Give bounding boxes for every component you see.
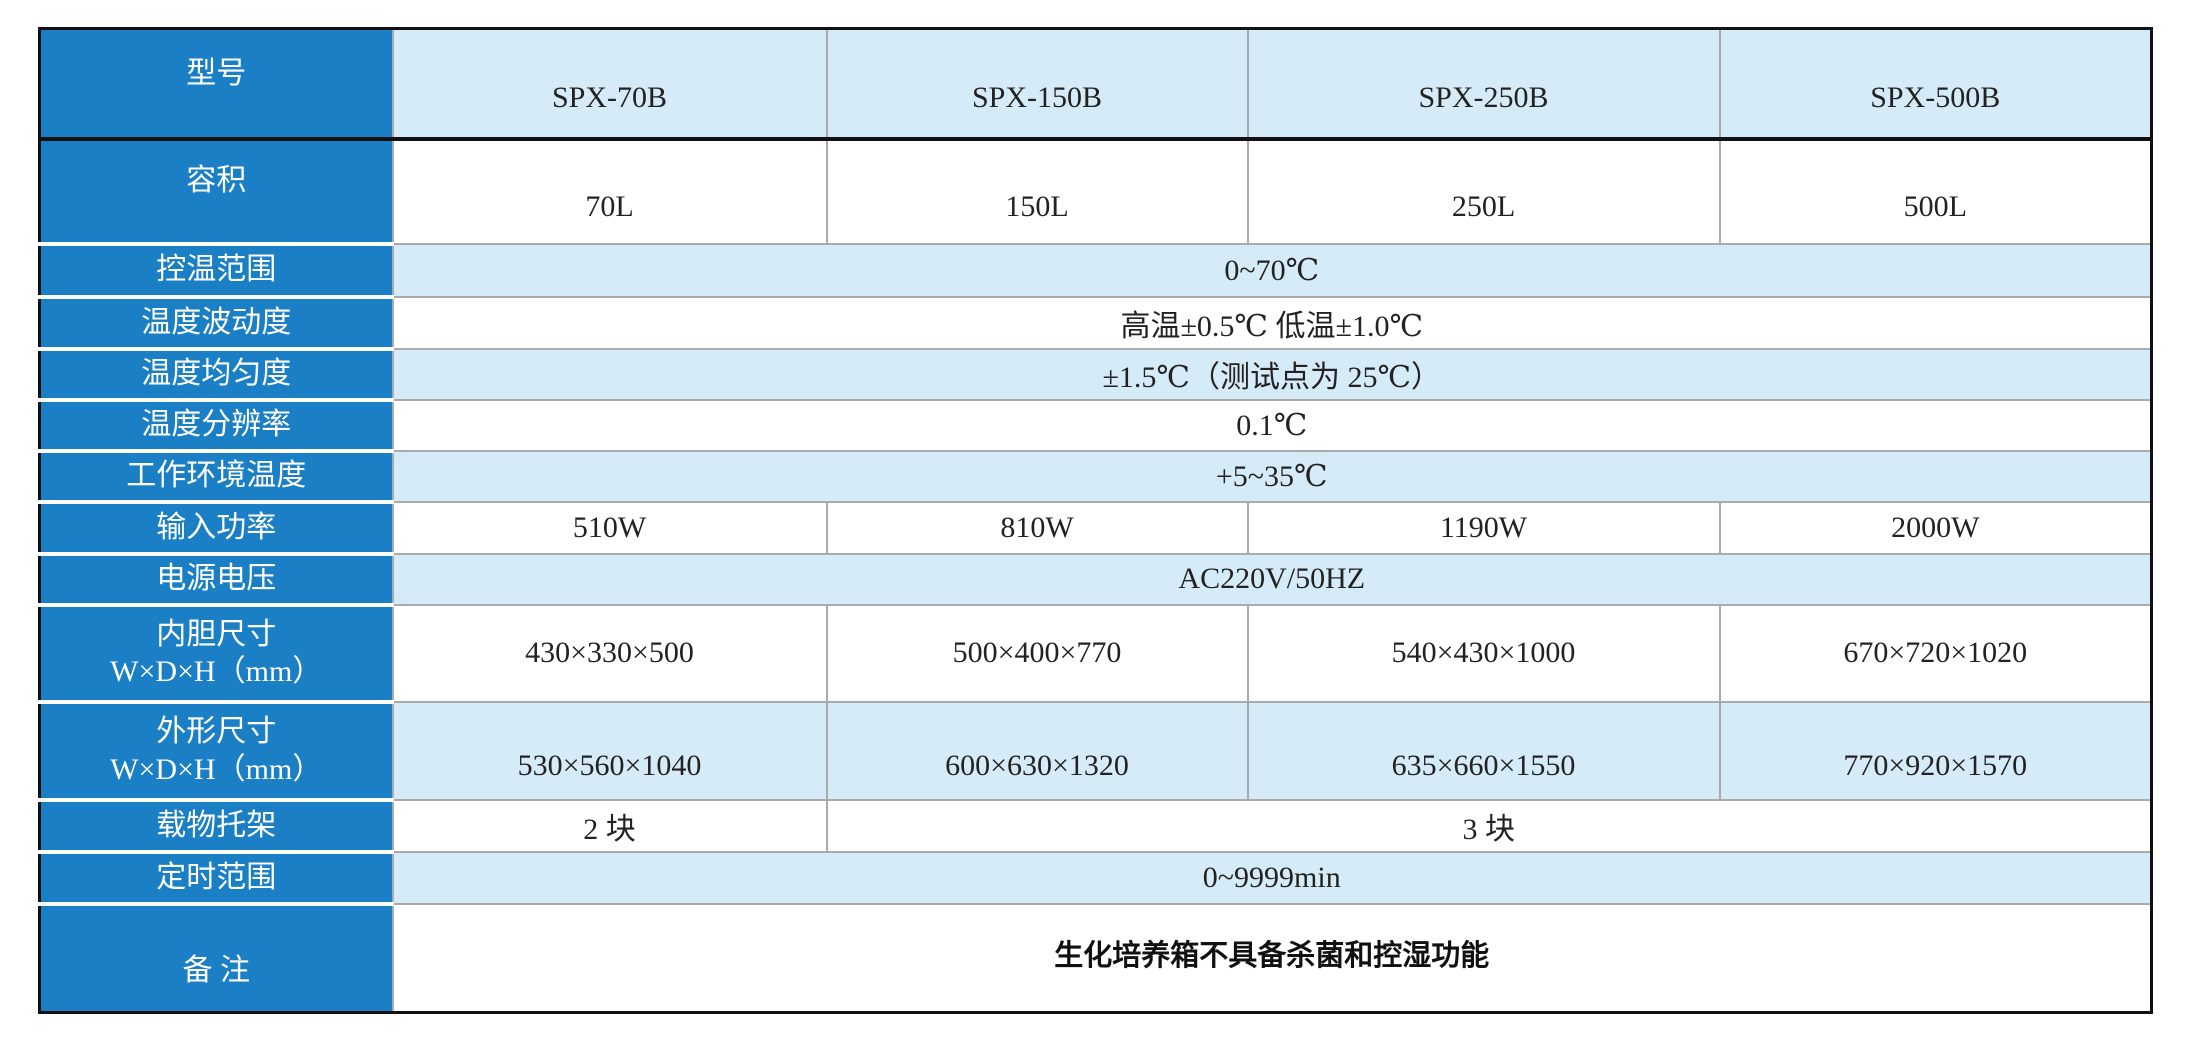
inner-size-label: 内胆尺寸	[156, 617, 277, 651]
model-cell: SPX-500B	[1718, 27, 2153, 141]
outer-size-cell: 600×630×1320	[825, 700, 1249, 801]
volume-cell: 250L	[1246, 137, 1721, 245]
row-remarks: 备 注 生化培养箱不具备杀菌和控湿功能	[39, 902, 2153, 1014]
label-shelves: 载物托架	[39, 799, 394, 854]
power-cell: 1190W	[1246, 500, 1721, 555]
power-cell: 2000W	[1718, 500, 2153, 555]
volume-cell: 500L	[1718, 137, 2153, 245]
inner-size-cell: 540×430×1000	[1246, 603, 1721, 703]
row-ambient: 工作环境温度 +5~35℃	[39, 449, 2153, 504]
shelves-cell: 2 块	[391, 798, 828, 853]
row-volume: 容积 70L 150L 250L 500L	[39, 137, 2153, 246]
row-voltage: 电源电压 AC220V/50HZ	[39, 552, 2153, 607]
model-cell: SPX-250B	[1246, 27, 1721, 141]
label-ambient: 工作环境温度	[39, 450, 394, 504]
inner-size-unit: W×D×H（mm）	[110, 655, 323, 688]
label-uniformity: 温度均匀度	[39, 348, 394, 402]
row-resolution: 温度分辨率 0.1℃	[39, 398, 2153, 453]
spec-table: 型号 SPX-70B SPX-150B SPX-250B SPX-500B 容积…	[38, 27, 2153, 1014]
uniformity-value: ±1.5℃（测试点为 25℃）	[391, 347, 2153, 401]
label-model: 型号	[39, 28, 394, 141]
inner-size-cell: 670×720×1020	[1718, 603, 2153, 703]
row-power: 输入功率 510W 810W 1190W 2000W	[39, 500, 2153, 556]
temp-range-value: 0~70℃	[391, 242, 2153, 298]
outer-size-cell: 635×660×1550	[1246, 700, 1721, 801]
label-resolution: 温度分辨率	[39, 399, 394, 453]
label-volume: 容积	[39, 138, 394, 246]
volume-cell: 70L	[391, 137, 828, 245]
row-fluctuation: 温度波动度 高温±0.5℃ 低温±1.0℃	[39, 295, 2153, 351]
label-temp-range: 控温范围	[39, 243, 394, 299]
outer-size-cell: 770×920×1570	[1718, 700, 2153, 801]
row-temp-range: 控温范围 0~70℃	[39, 242, 2153, 299]
outer-size-label: 外形尺寸	[156, 715, 277, 748]
label-power: 输入功率	[39, 501, 394, 556]
label-timer: 定时范围	[39, 851, 394, 906]
label-outer-size: 外形尺寸 W×D×H（mm）	[39, 701, 394, 802]
voltage-value: AC220V/50HZ	[391, 552, 2153, 606]
outer-size-cell: 530×560×1040	[391, 700, 828, 801]
model-cell: SPX-150B	[825, 27, 1249, 141]
fluctuation-value: 高温±0.5℃ 低温±1.0℃	[391, 295, 2153, 350]
row-outer-size: 外形尺寸 W×D×H（mm） 530×560×1040 600×630×1320…	[39, 700, 2153, 802]
label-fluctuation: 温度波动度	[39, 296, 394, 351]
row-shelves: 载物托架 2 块 3 块	[39, 798, 2153, 854]
volume-cell: 150L	[825, 137, 1249, 245]
row-uniformity: 温度均匀度 ±1.5℃（测试点为 25℃）	[39, 347, 2153, 402]
label-inner-size: 内胆尺寸 W×D×H（mm）	[39, 604, 394, 704]
inner-size-cell: 430×330×500	[391, 603, 828, 703]
resolution-value: 0.1℃	[391, 398, 2153, 452]
timer-value: 0~9999min	[391, 850, 2153, 905]
row-inner-size: 内胆尺寸 W×D×H（mm） 430×330×500 500×400×770 5…	[39, 603, 2153, 704]
row-timer: 定时范围 0~9999min	[39, 850, 2153, 906]
remarks-value: 生化培养箱不具备杀菌和控湿功能	[391, 902, 2153, 1014]
model-cell: SPX-70B	[391, 27, 828, 141]
label-remarks: 备 注	[39, 903, 394, 1013]
power-cell: 510W	[391, 500, 828, 555]
inner-size-cell: 500×400×770	[825, 603, 1249, 703]
label-voltage: 电源电压	[39, 553, 394, 607]
ambient-value: +5~35℃	[391, 449, 2153, 503]
row-model: 型号 SPX-70B SPX-150B SPX-250B SPX-500B	[39, 27, 2153, 141]
shelves-cell: 3 块	[825, 798, 2153, 853]
outer-size-unit: W×D×H（mm）	[110, 752, 323, 786]
power-cell: 810W	[825, 500, 1249, 555]
